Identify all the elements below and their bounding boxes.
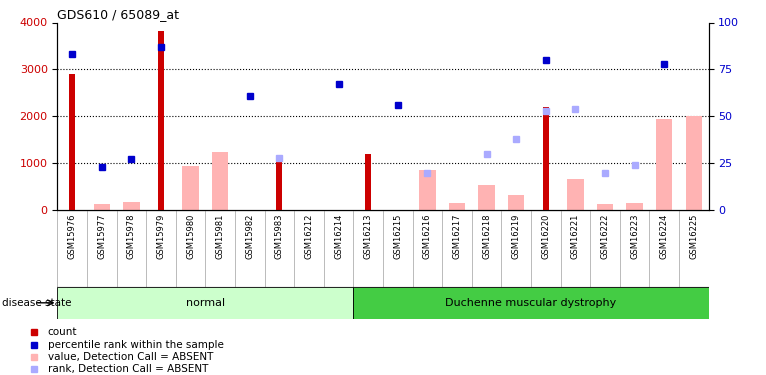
Text: value, Detection Call = ABSENT: value, Detection Call = ABSENT <box>47 352 213 362</box>
Text: GSM15978: GSM15978 <box>127 214 136 260</box>
Text: GSM15983: GSM15983 <box>275 214 284 260</box>
Text: GSM15976: GSM15976 <box>67 214 77 260</box>
Bar <box>93 204 110 210</box>
Bar <box>543 107 548 210</box>
Text: GSM16216: GSM16216 <box>423 214 432 260</box>
Bar <box>69 74 75 210</box>
Bar <box>212 152 228 210</box>
Bar <box>277 162 283 210</box>
Bar <box>353 287 709 319</box>
Text: count: count <box>47 327 77 338</box>
Text: GSM15979: GSM15979 <box>156 214 165 259</box>
Text: GSM16215: GSM16215 <box>393 214 402 259</box>
Bar <box>568 178 584 210</box>
Text: Duchenne muscular dystrophy: Duchenne muscular dystrophy <box>445 298 617 308</box>
Text: GSM15981: GSM15981 <box>216 214 224 259</box>
Bar <box>123 202 139 210</box>
Text: GSM16223: GSM16223 <box>630 214 639 260</box>
Text: GSM16217: GSM16217 <box>453 214 461 260</box>
Bar <box>449 203 465 210</box>
Text: percentile rank within the sample: percentile rank within the sample <box>47 339 224 350</box>
Text: GSM16224: GSM16224 <box>660 214 669 259</box>
Bar <box>419 170 436 210</box>
Bar <box>158 31 164 210</box>
Text: normal: normal <box>186 298 225 308</box>
Text: GSM16218: GSM16218 <box>482 214 491 260</box>
Text: GDS610 / 65089_at: GDS610 / 65089_at <box>57 8 179 21</box>
Text: GSM15982: GSM15982 <box>245 214 254 259</box>
Text: GSM16212: GSM16212 <box>305 214 313 259</box>
Bar <box>656 118 673 210</box>
Bar <box>597 204 613 210</box>
Text: GSM15980: GSM15980 <box>186 214 195 259</box>
Text: disease state: disease state <box>2 298 71 308</box>
Text: GSM16214: GSM16214 <box>334 214 343 259</box>
Text: GSM16221: GSM16221 <box>571 214 580 259</box>
Bar <box>57 287 353 319</box>
Text: GSM16219: GSM16219 <box>512 214 521 259</box>
Bar <box>365 154 372 210</box>
Text: GSM16213: GSM16213 <box>364 214 373 260</box>
Bar <box>479 185 495 210</box>
Text: GSM16222: GSM16222 <box>601 214 610 259</box>
Text: GSM16225: GSM16225 <box>689 214 699 259</box>
Bar <box>686 116 702 210</box>
Bar <box>627 202 643 210</box>
Text: GSM15977: GSM15977 <box>97 214 106 260</box>
Text: rank, Detection Call = ABSENT: rank, Detection Call = ABSENT <box>47 364 208 374</box>
Bar <box>182 166 198 210</box>
Bar <box>508 195 524 210</box>
Text: GSM16220: GSM16220 <box>542 214 550 259</box>
